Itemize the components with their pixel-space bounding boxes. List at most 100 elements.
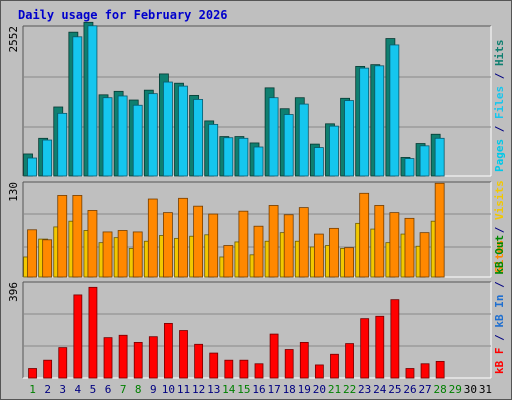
day-label: 6 (105, 383, 112, 396)
legend-entry: / (493, 119, 506, 139)
bar-visits-sites-sites-day-2 (42, 239, 53, 278)
bar-visits-sites-sites-day-23 (359, 192, 370, 278)
bar-visits-sites-sites-day-26 (404, 217, 415, 278)
bar-hits-files-pages-files-day-2 (42, 139, 53, 177)
bar-kbytes-kb-f-day-15 (239, 359, 249, 379)
legend-entry: / (493, 220, 506, 240)
bar-hits-files-pages-files-day-10 (163, 81, 173, 177)
bar-visits-sites-sites-day-4 (72, 195, 83, 278)
bar-hits-files-pages-files-day-18 (283, 114, 294, 177)
bar-hits-files-pages-files-day-1 (27, 157, 37, 177)
bar-hits-files-pages-files-day-20 (313, 147, 324, 177)
day-label: 22 (343, 383, 356, 396)
bar-visits-sites-sites-day-10 (163, 212, 173, 278)
chart-panel-hits-files-pages: 2552 Pages / Files / Hits (7, 21, 506, 177)
legend-entry: Visits (493, 180, 506, 220)
day-label: 15 (237, 383, 250, 396)
day-label: 19 (298, 383, 311, 396)
day-label: 9 (150, 383, 157, 396)
bar-hits-files-pages-files-day-13 (208, 123, 219, 177)
bar-visits-sites-sites-day-19 (298, 207, 309, 278)
day-label: 11 (177, 383, 190, 396)
bar-hits-files-pages-files-day-14 (223, 137, 234, 177)
day-label: 23 (358, 383, 371, 396)
bar-hits-files-pages-files-day-7 (117, 95, 128, 177)
bar-hits-files-pages-files-day-15 (238, 137, 249, 177)
bar-visits-sites-sites-day-9 (147, 198, 158, 278)
bar-kbytes-kb-f-day-24 (375, 315, 385, 379)
bar-hits-files-pages-files-day-8 (132, 104, 143, 177)
bar-kbytes-kb-f-day-12 (194, 343, 204, 379)
bar-visits-sites-sites-day-17 (268, 205, 279, 278)
day-label: 3 (59, 383, 66, 396)
day-label: 4 (75, 383, 82, 396)
x-axis-day-labels: 1 2 3 4 5 6 7 8 9 10 11 12 13 14 15 16 17 18 19 20 21 22 23 24 2… (29, 383, 492, 396)
legend-visits-sites: Sites / Visits (493, 180, 506, 273)
bar-hits-files-pages-files-day-12 (193, 99, 204, 177)
bar-visits-sites-sites-day-21 (329, 227, 339, 278)
legend-entry: / (493, 275, 506, 295)
bar-hits-files-pages-files-day-19 (298, 103, 309, 177)
bar-kbytes-kb-f-day-17 (269, 333, 279, 379)
bar-visits-sites-sites-day-14 (223, 245, 234, 278)
day-label: 17 (267, 383, 280, 396)
y-max-label: 130 (7, 182, 20, 202)
bar-kbytes-kb-f-day-26 (405, 368, 415, 379)
bar-visits-sites-sites-day-20 (313, 233, 324, 278)
bar-hits-files-pages-files-day-4 (72, 36, 83, 177)
bar-visits-sites-sites-day-11 (178, 197, 188, 278)
bar-hits-files-pages-files-day-24 (374, 65, 385, 177)
bar-kbytes-kb-f-day-21 (330, 353, 339, 379)
bar-kbytes-kb-f-day-18 (284, 349, 294, 379)
bar-visits-sites-sites-day-5 (87, 210, 98, 278)
bar-visits-sites-sites-day-18 (283, 214, 294, 278)
graph-title: Daily usage for February 2026 (18, 8, 228, 22)
bar-visits-sites-sites-day-1 (27, 229, 37, 278)
bar-kbytes-kb-f-day-2 (43, 359, 53, 379)
bar-hits-files-pages-files-day-9 (147, 93, 158, 177)
bar-kbytes-kb-f-day-4 (73, 294, 83, 379)
bar-kbytes-kb-f-day-19 (299, 341, 309, 379)
legend-entry: Pages (493, 139, 506, 172)
bar-visits-sites-sites-day-12 (193, 205, 204, 278)
bar-kbytes-kb-f-day-7 (118, 334, 128, 379)
day-label: 18 (283, 383, 296, 396)
day-label: 28 (434, 383, 447, 396)
day-label: 31 (479, 383, 492, 396)
bar-hits-files-pages-files-day-11 (178, 85, 188, 177)
bar-kbytes-kb-f-day-1 (28, 368, 37, 379)
legend-hits-files-pages: Pages / Files / Hits (493, 40, 506, 173)
bar-kbytes-kb-f-day-8 (133, 341, 143, 379)
bar-hits-files-pages-files-day-3 (57, 112, 68, 177)
bar-hits-files-pages-files-day-5 (87, 25, 98, 177)
bar-kbytes-kb-f-day-22 (345, 343, 354, 379)
bar-visits-sites-sites-day-3 (57, 195, 68, 278)
bar-kbytes-kb-f-day-10 (164, 323, 173, 379)
y-max-label: 2552 (7, 26, 20, 53)
bar-hits-files-pages-files-day-6 (102, 97, 113, 177)
bar-visits-sites-sites-day-16 (253, 225, 264, 278)
day-label: 5 (90, 383, 97, 396)
day-label: 16 (252, 383, 265, 396)
day-label: 2 (44, 383, 51, 396)
day-label: 14 (222, 383, 236, 396)
bar-kbytes-kb-f-day-20 (314, 364, 324, 379)
chart-panel-kbytes: 396 kB F / kB In / kB Out (7, 235, 506, 379)
bar-visits-sites-sites-day-24 (374, 205, 385, 278)
y-max-label: 396 (7, 282, 20, 302)
bar-visits-sites-sites-day-7 (117, 230, 128, 278)
legend-entry: kB In (493, 295, 506, 328)
legend-entry: kB F (493, 348, 506, 375)
bar-kbytes-kb-f-day-16 (254, 363, 264, 379)
legend-entry: Files (493, 86, 506, 119)
bar-kbytes-kb-f-day-5 (88, 286, 98, 379)
bar-kbytes-kb-f-day-14 (224, 359, 234, 379)
bar-hits-files-pages-files-day-26 (404, 158, 415, 177)
day-label: 30 (464, 383, 477, 396)
bar-hits-files-pages-files-day-16 (253, 146, 264, 177)
legend-entry: kB Out (493, 235, 506, 275)
bar-kbytes-kb-f-day-3 (58, 347, 68, 379)
legend-entry: / (493, 66, 506, 86)
bar-visits-sites-sites-day-8 (132, 231, 143, 278)
